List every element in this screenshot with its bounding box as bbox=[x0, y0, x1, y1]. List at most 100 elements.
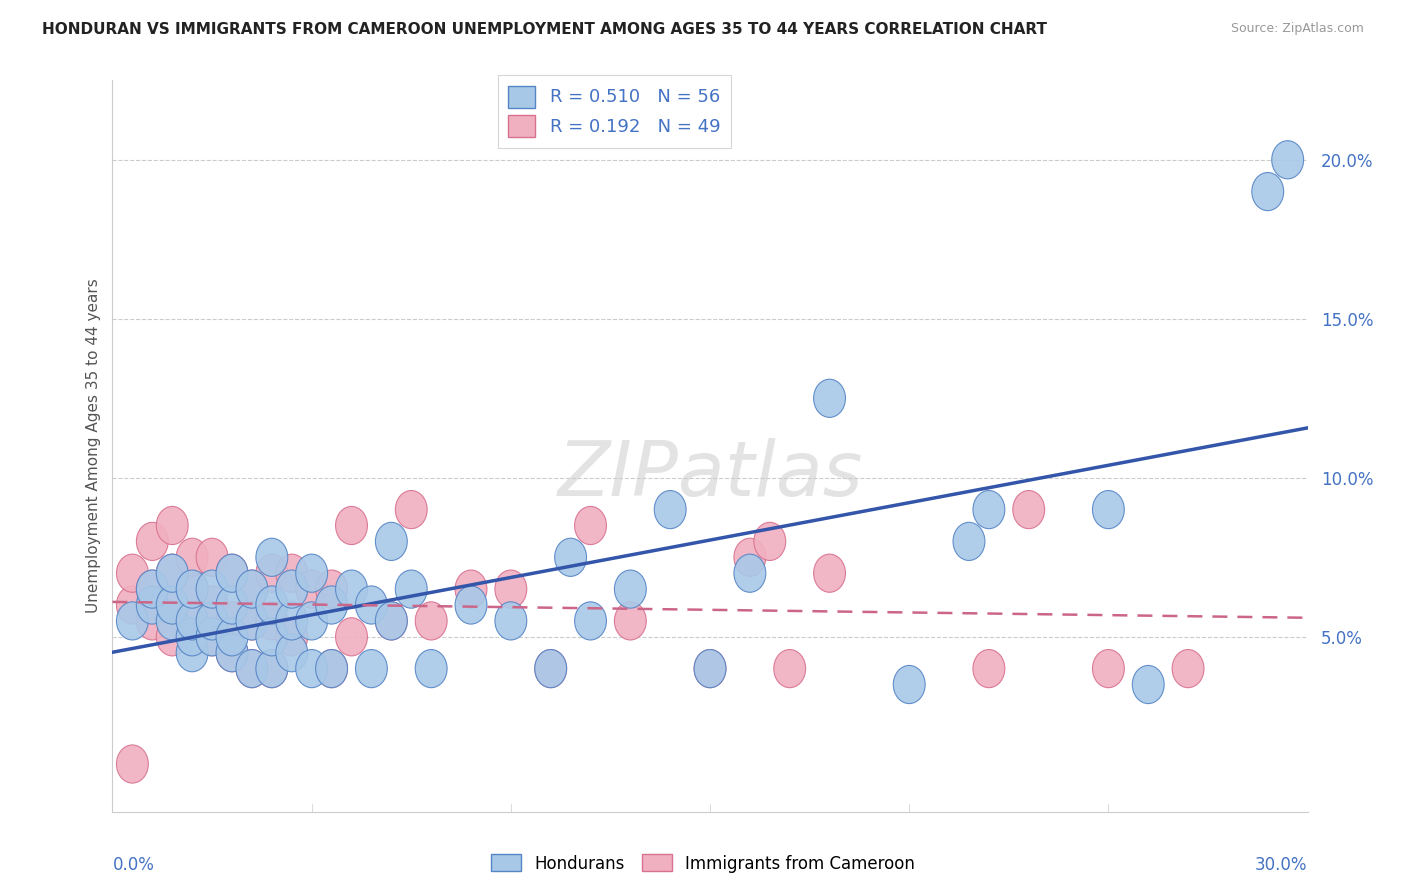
Ellipse shape bbox=[156, 586, 188, 624]
Ellipse shape bbox=[117, 602, 149, 640]
Ellipse shape bbox=[217, 633, 247, 672]
Legend: R = 0.510   N = 56, R = 0.192   N = 49: R = 0.510 N = 56, R = 0.192 N = 49 bbox=[498, 75, 731, 147]
Ellipse shape bbox=[754, 523, 786, 560]
Ellipse shape bbox=[276, 570, 308, 608]
Ellipse shape bbox=[356, 649, 388, 688]
Ellipse shape bbox=[276, 618, 308, 656]
Ellipse shape bbox=[236, 649, 269, 688]
Ellipse shape bbox=[734, 554, 766, 592]
Y-axis label: Unemployment Among Ages 35 to 44 years: Unemployment Among Ages 35 to 44 years bbox=[86, 278, 101, 614]
Ellipse shape bbox=[1173, 649, 1204, 688]
Ellipse shape bbox=[1092, 491, 1125, 529]
Ellipse shape bbox=[316, 649, 347, 688]
Ellipse shape bbox=[734, 538, 766, 576]
Ellipse shape bbox=[415, 602, 447, 640]
Ellipse shape bbox=[534, 649, 567, 688]
Ellipse shape bbox=[695, 649, 725, 688]
Ellipse shape bbox=[117, 586, 149, 624]
Ellipse shape bbox=[197, 618, 228, 656]
Ellipse shape bbox=[176, 633, 208, 672]
Ellipse shape bbox=[156, 507, 188, 545]
Ellipse shape bbox=[276, 633, 308, 672]
Ellipse shape bbox=[356, 586, 388, 624]
Ellipse shape bbox=[256, 649, 288, 688]
Ellipse shape bbox=[1251, 172, 1284, 211]
Ellipse shape bbox=[395, 570, 427, 608]
Ellipse shape bbox=[295, 554, 328, 592]
Ellipse shape bbox=[176, 618, 208, 656]
Ellipse shape bbox=[575, 602, 606, 640]
Ellipse shape bbox=[236, 602, 269, 640]
Ellipse shape bbox=[614, 602, 647, 640]
Ellipse shape bbox=[814, 379, 845, 417]
Ellipse shape bbox=[773, 649, 806, 688]
Ellipse shape bbox=[156, 554, 188, 592]
Ellipse shape bbox=[295, 570, 328, 608]
Ellipse shape bbox=[136, 586, 169, 624]
Ellipse shape bbox=[336, 618, 367, 656]
Ellipse shape bbox=[256, 554, 288, 592]
Ellipse shape bbox=[217, 618, 247, 656]
Ellipse shape bbox=[256, 649, 288, 688]
Ellipse shape bbox=[156, 554, 188, 592]
Ellipse shape bbox=[117, 745, 149, 783]
Ellipse shape bbox=[534, 649, 567, 688]
Ellipse shape bbox=[375, 602, 408, 640]
Ellipse shape bbox=[197, 538, 228, 576]
Ellipse shape bbox=[1272, 141, 1303, 179]
Ellipse shape bbox=[156, 602, 188, 640]
Ellipse shape bbox=[893, 665, 925, 704]
Text: Source: ZipAtlas.com: Source: ZipAtlas.com bbox=[1230, 22, 1364, 36]
Text: 30.0%: 30.0% bbox=[1256, 856, 1308, 874]
Ellipse shape bbox=[197, 618, 228, 656]
Ellipse shape bbox=[197, 602, 228, 640]
Ellipse shape bbox=[495, 602, 527, 640]
Ellipse shape bbox=[375, 602, 408, 640]
Ellipse shape bbox=[555, 538, 586, 576]
Ellipse shape bbox=[276, 554, 308, 592]
Ellipse shape bbox=[176, 570, 208, 608]
Ellipse shape bbox=[1092, 649, 1125, 688]
Ellipse shape bbox=[456, 586, 486, 624]
Ellipse shape bbox=[136, 570, 169, 608]
Ellipse shape bbox=[136, 602, 169, 640]
Ellipse shape bbox=[375, 523, 408, 560]
Ellipse shape bbox=[217, 602, 247, 640]
Ellipse shape bbox=[236, 570, 269, 608]
Ellipse shape bbox=[176, 602, 208, 640]
Ellipse shape bbox=[276, 602, 308, 640]
Ellipse shape bbox=[1132, 665, 1164, 704]
Ellipse shape bbox=[973, 491, 1005, 529]
Ellipse shape bbox=[256, 586, 288, 624]
Text: 0.0%: 0.0% bbox=[112, 856, 155, 874]
Ellipse shape bbox=[176, 602, 208, 640]
Ellipse shape bbox=[316, 570, 347, 608]
Ellipse shape bbox=[117, 554, 149, 592]
Ellipse shape bbox=[336, 570, 367, 608]
Ellipse shape bbox=[575, 507, 606, 545]
Ellipse shape bbox=[295, 649, 328, 688]
Ellipse shape bbox=[176, 538, 208, 576]
Ellipse shape bbox=[236, 649, 269, 688]
Ellipse shape bbox=[654, 491, 686, 529]
Ellipse shape bbox=[614, 570, 647, 608]
Ellipse shape bbox=[236, 602, 269, 640]
Ellipse shape bbox=[156, 586, 188, 624]
Ellipse shape bbox=[197, 586, 228, 624]
Ellipse shape bbox=[316, 649, 347, 688]
Text: HONDURAN VS IMMIGRANTS FROM CAMEROON UNEMPLOYMENT AMONG AGES 35 TO 44 YEARS CORR: HONDURAN VS IMMIGRANTS FROM CAMEROON UNE… bbox=[42, 22, 1047, 37]
Ellipse shape bbox=[217, 633, 247, 672]
Legend: Hondurans, Immigrants from Cameroon: Hondurans, Immigrants from Cameroon bbox=[485, 847, 921, 880]
Ellipse shape bbox=[973, 649, 1005, 688]
Ellipse shape bbox=[156, 618, 188, 656]
Ellipse shape bbox=[695, 649, 725, 688]
Ellipse shape bbox=[814, 554, 845, 592]
Ellipse shape bbox=[136, 523, 169, 560]
Text: ZIPatlas: ZIPatlas bbox=[557, 438, 863, 512]
Ellipse shape bbox=[395, 491, 427, 529]
Ellipse shape bbox=[1012, 491, 1045, 529]
Ellipse shape bbox=[236, 570, 269, 608]
Ellipse shape bbox=[256, 618, 288, 656]
Ellipse shape bbox=[295, 602, 328, 640]
Ellipse shape bbox=[336, 507, 367, 545]
